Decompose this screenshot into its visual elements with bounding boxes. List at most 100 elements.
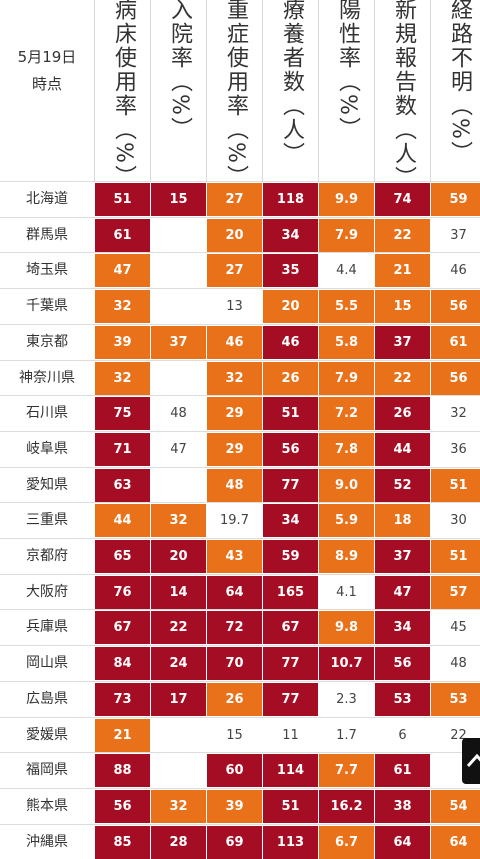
table-cell: 85	[94, 825, 150, 859]
table-cell: 27	[206, 183, 262, 216]
table-cell: 34	[374, 611, 430, 645]
table-cell: 34	[262, 504, 318, 538]
table-cell: 165	[262, 575, 318, 609]
table-cell: 18	[374, 504, 430, 538]
table-cell: 9.8	[318, 611, 374, 645]
table-cell: 21	[374, 254, 430, 288]
table-cell: 30	[430, 504, 480, 538]
table-cell: 5.8	[318, 325, 374, 359]
table-row: 三重県 44 32 19.7 34 5.9 18 30	[0, 502, 480, 538]
table-cell: 51	[430, 540, 480, 573]
table-cell: 51	[94, 183, 150, 216]
table-cell: 56	[262, 432, 318, 466]
prefecture-name: 沖縄県	[26, 833, 68, 850]
table-cell: 48	[150, 397, 206, 431]
table-cell: 32	[430, 397, 480, 431]
prefecture-name: 埼玉県	[26, 262, 68, 279]
prefecture-name: 大阪府	[26, 583, 68, 600]
table-cell: 57	[430, 575, 480, 609]
table-cell: 51	[262, 397, 318, 431]
table-cell: 26	[262, 361, 318, 395]
prefecture-name: 福岡県	[26, 762, 68, 779]
table-cell: 88	[94, 754, 150, 788]
table-cell: 46	[430, 254, 480, 288]
table-cell: 5.9	[318, 504, 374, 538]
table-header: 5月19日 時点 病床使用率（%） 入院率（%） 重症使用率（%） 療養者数（人…	[0, 0, 480, 181]
header-new-cases: 新規報告数（人）	[374, 0, 431, 181]
chevron-up-icon	[466, 753, 480, 768]
prefecture-name: 神奈川県	[19, 369, 75, 386]
table-cell: 46	[206, 325, 262, 359]
prefecture-name: 三重県	[26, 512, 68, 529]
table-cell: 73	[94, 682, 150, 716]
table-cell: 1.7	[318, 718, 374, 752]
table-cell: 67	[262, 611, 318, 645]
table-cell: 32	[94, 361, 150, 395]
table-cell: 75	[94, 397, 150, 431]
table-cell: 26	[206, 682, 262, 716]
table-cell	[150, 290, 206, 324]
table-cell: 10.7	[318, 647, 374, 681]
table-cell: 32	[206, 361, 262, 395]
table-cell: 19.7	[206, 504, 262, 538]
table-row: 千葉県 32 13 20 5.5 15 56	[0, 288, 480, 324]
date-suffix: 時点	[31, 75, 62, 93]
table-cell: 56	[430, 361, 480, 395]
header-label: 療養者数（人）	[279, 0, 304, 166]
table-cell: 77	[262, 647, 318, 681]
table-cell: 65	[94, 540, 150, 573]
table-cell: 39	[94, 325, 150, 359]
prefecture-name: 群馬県	[26, 226, 68, 243]
table-row: 東京都 39 37 46 46 5.8 37 61	[0, 323, 480, 359]
table-cell: 61	[374, 754, 430, 788]
table-cell: 38	[374, 789, 430, 823]
table-cell: 29	[206, 397, 262, 431]
table-row: 岡山県 84 24 70 77 10.7 56 48	[0, 645, 480, 681]
table-cell: 43	[206, 540, 262, 573]
table-cell: 56	[374, 647, 430, 681]
date-line: 5月19日	[17, 48, 77, 66]
table-cell: 6.7	[318, 825, 374, 859]
table-cell: 47	[94, 254, 150, 288]
table-row: 大阪府 76 14 64 165 4.1 47 57	[0, 573, 480, 609]
prefecture-name: 広島県	[26, 690, 68, 707]
table-cell: 114	[262, 754, 318, 788]
header-label: 重症使用率（%）	[223, 0, 248, 181]
table-cell: 59	[430, 183, 480, 216]
scroll-top-button[interactable]	[462, 738, 480, 784]
header-label: 新規報告数（人）	[391, 0, 416, 181]
table-cell: 24	[150, 647, 206, 681]
header-label: 入院率（%）	[167, 0, 192, 141]
table-cell: 54	[430, 789, 480, 823]
table-cell: 48	[206, 468, 262, 502]
table-cell: 47	[374, 575, 430, 609]
table-cell: 28	[150, 825, 206, 859]
prefecture-name: 石川県	[26, 405, 68, 422]
header-unknown-route: 経路不明（%）	[430, 0, 480, 181]
table-cell: 69	[206, 825, 262, 859]
table-cell: 5.5	[318, 290, 374, 324]
table-cell: 32	[150, 504, 206, 538]
table-cell: 7.9	[318, 361, 374, 395]
table-cell: 60	[206, 754, 262, 788]
header-label: 陽性率（%）	[335, 0, 360, 141]
table-cell: 56	[94, 789, 150, 823]
table-cell	[150, 361, 206, 395]
table-cell: 53	[374, 682, 430, 716]
prefecture-name: 岐阜県	[26, 440, 68, 457]
table-cell: 61	[430, 325, 480, 359]
table-cell	[150, 468, 206, 502]
table-cell: 72	[206, 611, 262, 645]
table-cell: 21	[94, 718, 150, 752]
table-row: 兵庫県 67 22 72 67 9.8 34 45	[0, 609, 480, 645]
table-cell: 74	[374, 183, 430, 216]
table-cell: 9.0	[318, 468, 374, 502]
table-cell: 20	[262, 290, 318, 324]
prefecture-name: 千葉県	[26, 298, 68, 315]
table-cell: 7.8	[318, 432, 374, 466]
table-cell: 9.9	[318, 183, 374, 216]
table-row: 広島県 73 17 26 77 2.3 53 53	[0, 680, 480, 716]
table-cell: 56	[430, 290, 480, 324]
table-cell: 39	[206, 789, 262, 823]
table-cell: 20	[150, 540, 206, 573]
